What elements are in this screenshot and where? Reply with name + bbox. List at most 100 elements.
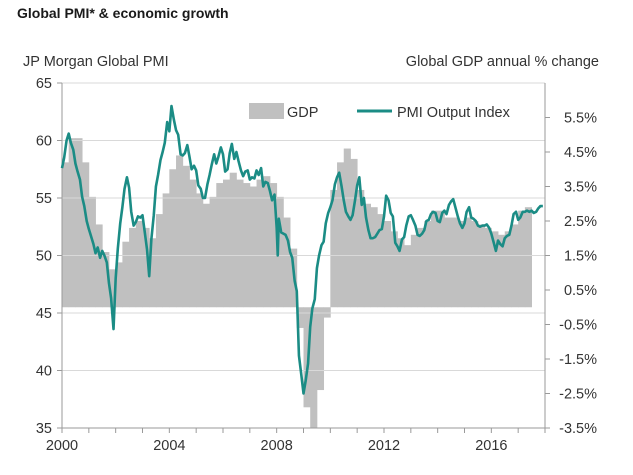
- gdp-bar: [404, 245, 412, 308]
- gdp-bar: [397, 238, 405, 308]
- gdp-bar: [384, 221, 392, 308]
- left-tick-label: 40: [36, 364, 52, 380]
- gdp-bar: [75, 138, 83, 308]
- axes: 65 60 55 50 45 40 35 5.5% 4.5% 3.5% 2.5% 1.5% 0.5% -0…: [36, 76, 597, 454]
- gdp-bar: [176, 155, 184, 308]
- gdp-bar: [357, 189, 365, 308]
- gdp-bar: [249, 186, 257, 308]
- right-tick-label: -0.5%: [559, 318, 597, 334]
- left-tick-label: 60: [36, 134, 52, 150]
- gdp-bar: [149, 238, 157, 308]
- gdp-bar: [296, 307, 304, 328]
- gdp-bar: [350, 158, 358, 308]
- gdp-bar: [444, 217, 452, 308]
- gdp-bar: [102, 252, 110, 308]
- right-tick-label: 2.5%: [564, 214, 597, 230]
- gdp-bar: [283, 217, 291, 308]
- gdp-bar: [316, 307, 325, 391]
- gdp-bar: [196, 193, 204, 308]
- left-axis-title: JP Morgan Global PMI: [23, 54, 169, 70]
- right-tick-label: 4.5%: [564, 145, 597, 161]
- gdp-bar: [189, 179, 197, 308]
- left-tick-label: 45: [36, 306, 52, 322]
- gdp-bar: [377, 214, 385, 308]
- right-tick-label: 5.5%: [564, 111, 597, 127]
- x-tick-label: 2016: [475, 438, 507, 454]
- gdp-bar: [464, 217, 472, 308]
- legend-pmi-label: PMI Output Index: [397, 105, 511, 121]
- page-title: Global PMI* & economic growth: [17, 5, 229, 21]
- pmi-line: [60, 104, 543, 395]
- gdp-bar: [390, 231, 398, 308]
- gdp-bar: [410, 234, 418, 308]
- gdp-bar: [122, 241, 130, 308]
- gdp-bar: [82, 162, 90, 308]
- right-tick-label: 3.5%: [564, 180, 597, 196]
- gdp-bar: [216, 183, 224, 308]
- right-tick-label: -2.5%: [559, 387, 597, 403]
- gdp-bar: [129, 227, 137, 308]
- gdp-bar: [504, 231, 512, 308]
- pmi-series: [60, 104, 543, 395]
- gdp-bar: [310, 307, 318, 428]
- gdp-bar: [511, 224, 519, 308]
- right-tick-label: 0.5%: [564, 283, 597, 299]
- gdp-bar: [263, 176, 271, 308]
- gdp-bar: [243, 183, 251, 308]
- gdp-bar: [498, 234, 506, 308]
- gdp-bar: [276, 196, 284, 308]
- gdp-bar: [169, 169, 177, 308]
- gdp-bar: [330, 189, 338, 308]
- right-axis-title: Global GDP annual % change: [405, 54, 599, 70]
- gdp-bar: [108, 269, 117, 308]
- x-tick-label: 2004: [153, 438, 185, 454]
- gdp-bar: [223, 179, 231, 308]
- gdp-series: [62, 138, 532, 428]
- right-tick-label: -3.5%: [559, 421, 597, 437]
- gdp-bar: [477, 224, 486, 308]
- gdp-bar: [62, 162, 70, 308]
- gdp-bar: [370, 207, 378, 308]
- gdp-bar: [209, 196, 217, 308]
- x-tick-label: 2000: [46, 438, 78, 454]
- gdp-bar: [417, 227, 425, 308]
- gdp-bar: [95, 224, 103, 308]
- x-tick-label: 2008: [261, 438, 293, 454]
- gdp-bar: [68, 138, 76, 308]
- gdp-bar: [323, 307, 331, 318]
- left-tick-label: 55: [36, 191, 52, 207]
- gdp-bar: [142, 227, 150, 308]
- gdp-bar: [337, 162, 345, 308]
- gdp-bar: [451, 217, 459, 308]
- gdp-bar: [88, 196, 96, 308]
- gdp-bar: [457, 221, 465, 308]
- legend-gdp-swatch: [249, 103, 284, 119]
- gdp-bar: [343, 148, 351, 308]
- gridlines: [62, 82, 545, 371]
- gdp-bar: [524, 207, 532, 308]
- gdp-bar: [115, 262, 123, 308]
- gdp-bar: [424, 221, 432, 308]
- right-tick-label: 1.5%: [564, 249, 597, 265]
- left-tick-label: 35: [36, 421, 52, 437]
- gdp-bar: [471, 221, 479, 308]
- left-tick-label: 65: [36, 76, 52, 92]
- gdp-bar: [518, 210, 526, 308]
- gdp-bar: [256, 179, 264, 308]
- gdp-bar: [236, 179, 244, 308]
- x-tick-label: 2012: [368, 438, 400, 454]
- legend: GDP PMI Output Index: [249, 103, 511, 121]
- legend-gdp-label: GDP: [287, 105, 318, 121]
- gdp-bar: [229, 172, 237, 308]
- gdp-bar: [135, 221, 143, 308]
- gdp-bar: [303, 307, 311, 408]
- gdp-bar: [155, 214, 164, 308]
- gdp-bar: [430, 210, 439, 308]
- gdp-bar: [182, 165, 190, 308]
- gdp-bar: [437, 210, 445, 308]
- gdp-bar: [491, 231, 499, 308]
- right-tick-label: -1.5%: [559, 352, 597, 368]
- gdp-bar: [484, 227, 492, 308]
- gdp-bar: [269, 183, 278, 308]
